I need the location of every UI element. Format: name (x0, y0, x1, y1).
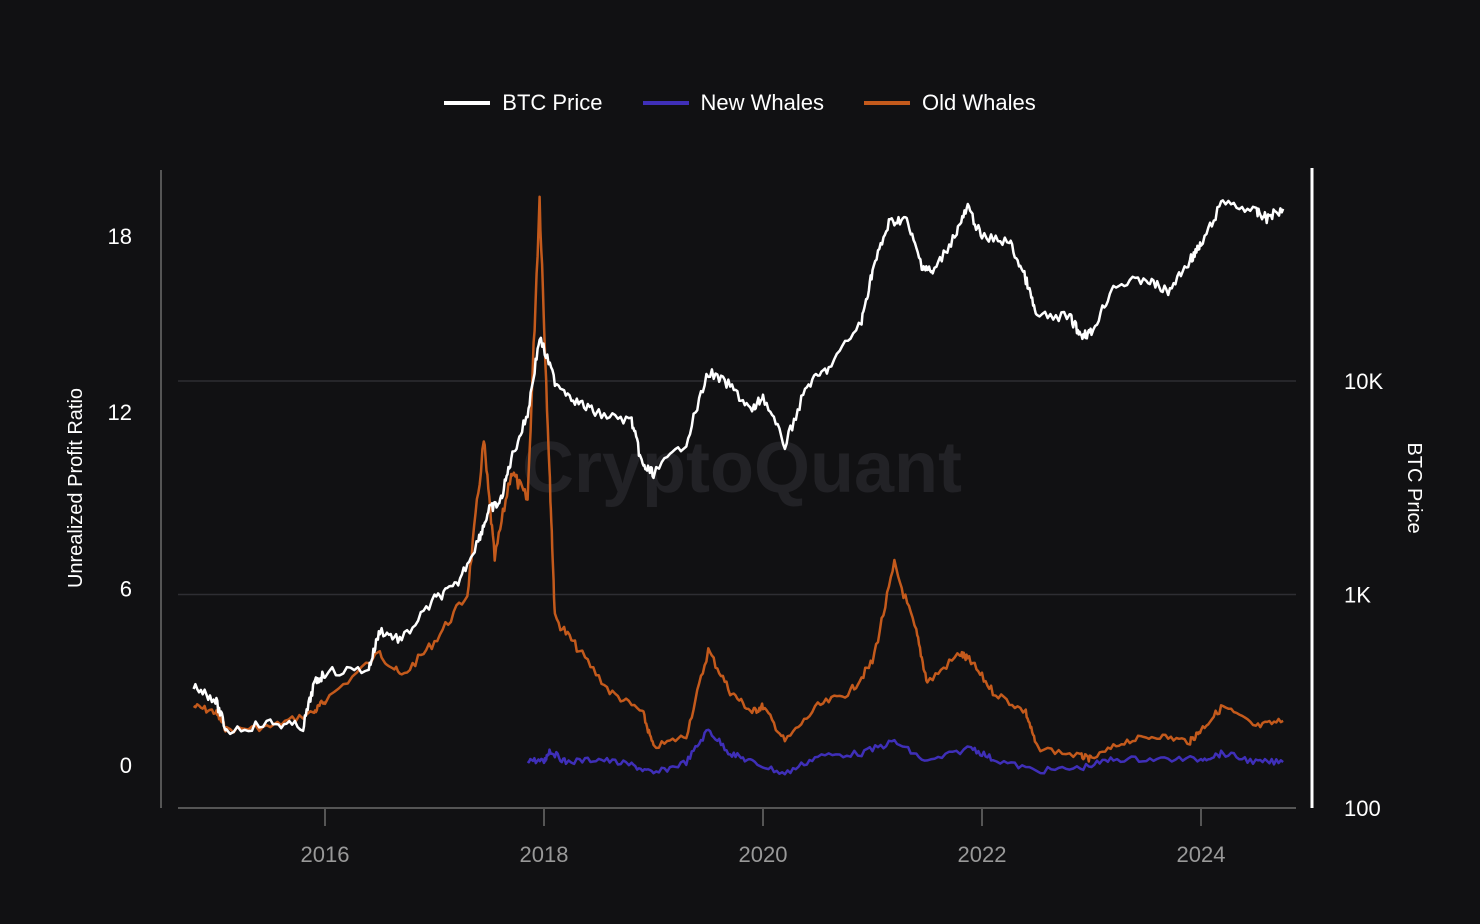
left-tick-label: 0 (120, 753, 132, 778)
right-tick-label: 100 (1344, 796, 1381, 821)
x-tick-label: 2016 (301, 842, 350, 867)
right-axis-label: BTC Price (1403, 442, 1425, 533)
left-tick-label: 18 (108, 224, 132, 249)
left-axis-label: Unrealized Profit Ratio (65, 388, 87, 588)
legend-swatch-old-whales (864, 101, 910, 105)
legend-label: New Whales (700, 90, 824, 115)
legend: BTC Price New Whales Old Whales (0, 90, 1480, 116)
left-tick-label: 6 (120, 577, 132, 602)
series-line-btc-price (192, 199, 1285, 736)
x-tick-label: 2022 (958, 842, 1007, 867)
legend-label: BTC Price (502, 90, 603, 115)
legend-item-new-whales[interactable]: New Whales (642, 90, 824, 116)
x-tick-label: 2020 (739, 842, 788, 867)
legend-swatch-new-whales (642, 101, 689, 105)
legend-item-old-whales[interactable]: Old Whales (864, 90, 1036, 116)
right-tick-label: 1K (1344, 583, 1371, 608)
legend-swatch-btc (444, 101, 491, 105)
series-line-old-whales (192, 195, 1284, 763)
legend-label: Old Whales (922, 90, 1036, 115)
series-line-new-whales (526, 728, 1284, 776)
legend-item-btc-price[interactable]: BTC Price (444, 90, 603, 116)
right-tick-label: 10K (1344, 369, 1383, 394)
x-tick-label: 2018 (520, 842, 569, 867)
watermark: CryptoQuant (522, 428, 962, 508)
left-tick-label: 12 (108, 400, 132, 425)
x-tick-label: 2024 (1177, 842, 1226, 867)
